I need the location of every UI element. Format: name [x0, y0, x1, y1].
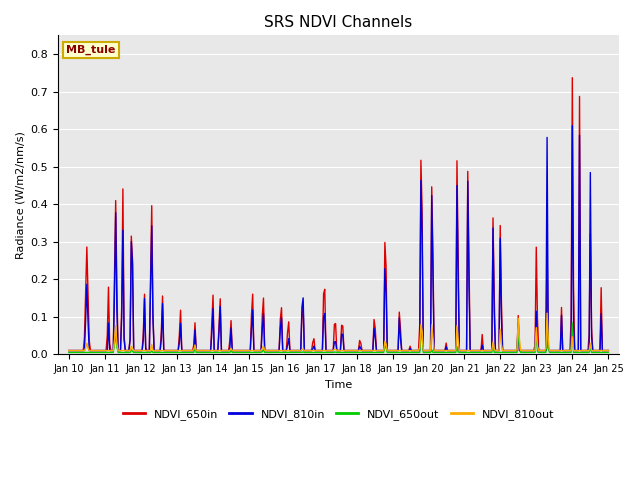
Text: MB_tule: MB_tule — [67, 45, 116, 55]
Legend: NDVI_650in, NDVI_810in, NDVI_650out, NDVI_810out: NDVI_650in, NDVI_810in, NDVI_650out, NDV… — [118, 405, 559, 424]
Title: SRS NDVI Channels: SRS NDVI Channels — [264, 15, 413, 30]
Y-axis label: Radiance (W/m2/nm/s): Radiance (W/m2/nm/s) — [15, 131, 25, 259]
X-axis label: Time: Time — [325, 380, 352, 390]
